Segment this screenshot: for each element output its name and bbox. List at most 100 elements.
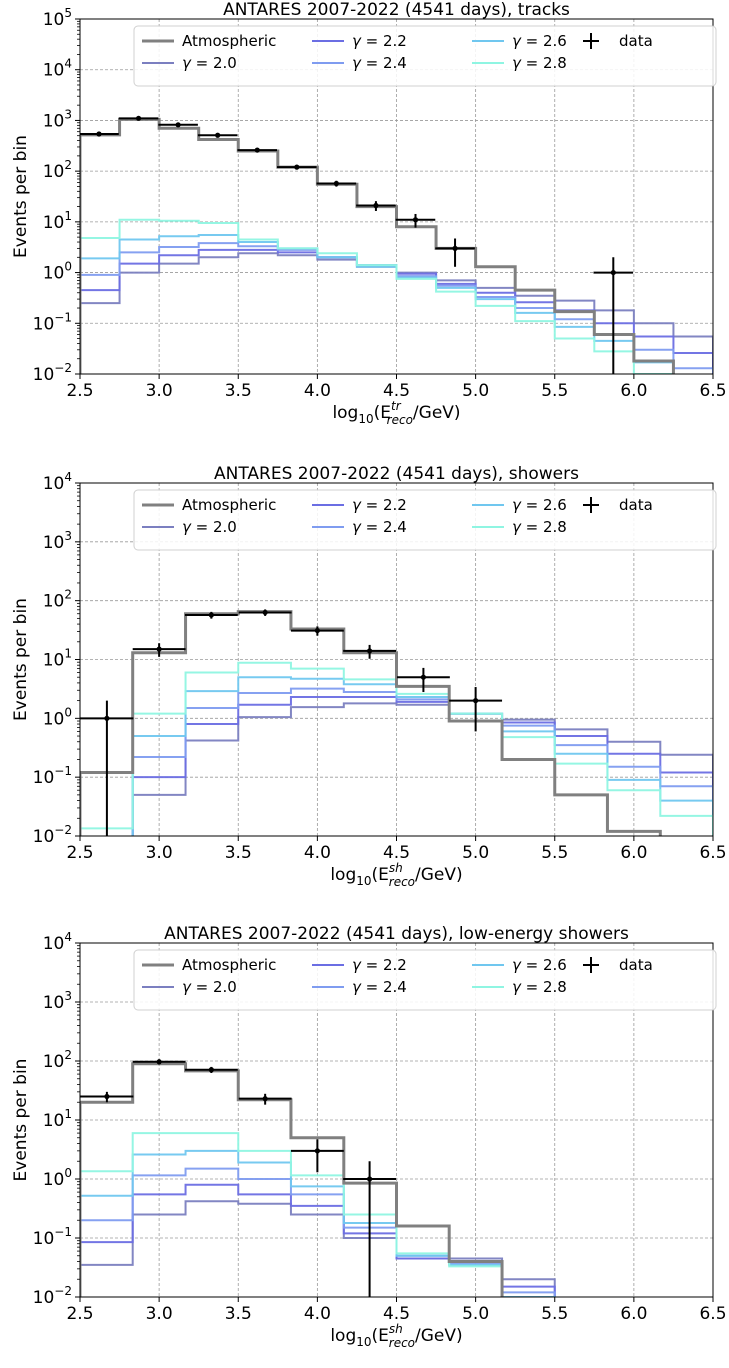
data-marker: [96, 131, 102, 137]
legend-box: [133, 949, 717, 1011]
legend-label: γ = 2.4: [352, 518, 407, 536]
x-axis: 2.5 3.0 3.5 4.0 4.5 5.0 5.5 6.0 6.5: [66, 374, 727, 401]
x-tick-label: 4.0: [304, 843, 331, 863]
showers-panel: 2.5 3.0 3.5 4.0 4.5 5.0 5.5 6.0 6.5 10−2 10−1 100 10…: [0, 460, 729, 908]
data-marker: [208, 612, 214, 618]
y-tick-label: 10−1: [33, 1225, 72, 1249]
legend-item-atmospheric: Atmospheric: [142, 956, 276, 974]
x-tick-label: 3.5: [225, 843, 252, 863]
chart-title: ANTARES 2007-2022 (4541 days), showers: [214, 464, 579, 484]
series--2-4: [80, 1167, 556, 1297]
y-tick-label: 10−2: [33, 823, 72, 847]
legend-label: data: [619, 496, 653, 514]
x-tick-label: 5.0: [462, 1304, 489, 1324]
y-tick-label: 105: [43, 6, 72, 30]
y-tick-label: 104: [43, 930, 72, 954]
data-marker: [473, 698, 479, 704]
series-atmospheric: [80, 610, 662, 836]
legend-label: Atmospheric: [182, 956, 276, 974]
data-point: [449, 687, 503, 732]
x-tick-label: 4.5: [383, 843, 410, 863]
legend-label: Atmospheric: [182, 496, 276, 514]
legend: Atmospheric γ = 2.0 γ = 2.2 γ = 2.4 γ = 2.6 γ…: [133, 25, 717, 87]
x-tick-label: 6.0: [620, 843, 647, 863]
y-tick-label: 102: [43, 1048, 72, 1072]
data-marker: [208, 1067, 214, 1073]
data-marker: [420, 674, 427, 680]
legend-label: γ = 2.2: [352, 496, 407, 514]
legend-label: γ = 2.6: [512, 956, 567, 974]
y-axis-label: Events per bin: [11, 598, 31, 721]
data-point: [184, 1066, 238, 1074]
y-tick-label: 104: [43, 57, 72, 81]
legend-item-g20: γ = 2.0: [142, 54, 237, 72]
chart-title: ANTARES 2007-2022 (4541 days), tracks: [223, 0, 570, 20]
y-tick-label: 10−1: [33, 310, 72, 334]
x-tick-label: 4.5: [383, 381, 410, 401]
legend-box: [133, 25, 717, 87]
data-marker: [104, 1093, 110, 1100]
legend-label: Atmospheric: [182, 32, 276, 50]
data-marker: [373, 202, 379, 209]
x-tick-label: 4.0: [304, 1304, 331, 1324]
data-marker: [156, 646, 162, 652]
legend-item-g28: γ = 2.8: [472, 518, 567, 536]
data-marker: [262, 1096, 268, 1102]
legend-item-g20: γ = 2.0: [142, 518, 237, 536]
legend-label: γ = 2.6: [512, 496, 567, 514]
y-tick-label: 102: [43, 158, 72, 182]
plot-area: [80, 1059, 556, 1297]
legend-label: γ = 2.0: [182, 54, 237, 72]
showers-chart: 2.5 3.0 3.5 4.0 4.5 5.0 5.5 6.0 6.510−210−110010…: [11, 464, 727, 889]
x-tick-label: 4.5: [383, 1304, 410, 1324]
x-tick-label: 3.5: [225, 381, 252, 401]
legend: Atmospheric γ = 2.0 γ = 2.2 γ = 2.4 γ = 2.6 γ…: [133, 489, 717, 551]
series-atmospheric: [80, 1062, 504, 1297]
legend-item-g28: γ = 2.8: [472, 978, 567, 996]
x-tick-label: 3.0: [146, 381, 173, 401]
x-tick-label: 5.5: [541, 843, 568, 863]
legend-item-g28: γ = 2.8: [472, 54, 567, 72]
x-tick-label: 3.0: [146, 1304, 173, 1324]
data-marker: [333, 180, 339, 187]
data-point: [238, 1093, 292, 1105]
y-axis: 10−2 10−1 100 101 102 103 104: [33, 930, 80, 1308]
y-axis-label: Events per bin: [11, 135, 31, 258]
legend-item-g26: γ = 2.6: [472, 956, 567, 974]
y-axis-label: Events per bin: [11, 1059, 31, 1182]
data-point: [197, 132, 238, 138]
data-marker: [254, 147, 260, 153]
legend-item-atmospheric: Atmospheric: [142, 32, 276, 50]
legend-item-data: data: [583, 956, 653, 974]
data-marker: [314, 627, 320, 634]
data-marker: [215, 132, 221, 138]
x-tick-label: 6.0: [620, 1304, 647, 1324]
x-tick-label: 5.0: [462, 843, 489, 863]
x-tick-label: 6.5: [699, 843, 726, 863]
legend-label: γ = 2.4: [352, 978, 407, 996]
data-point: [343, 644, 397, 659]
data-point: [593, 257, 634, 374]
legend-label: γ = 2.6: [512, 32, 567, 50]
legend-item-g24: γ = 2.4: [312, 518, 407, 536]
legend-item-atmospheric: Atmospheric: [142, 496, 276, 514]
legend-item-g22: γ = 2.2: [312, 956, 407, 974]
legend-box: [133, 489, 717, 551]
data-point: [316, 180, 357, 187]
legend-label: γ = 2.8: [512, 978, 567, 996]
data-point: [132, 643, 186, 657]
y-tick-label: 101: [43, 209, 72, 233]
legend-label: γ = 2.8: [512, 518, 567, 536]
legend-item-g22: γ = 2.2: [312, 496, 407, 514]
plot-area: [80, 609, 713, 836]
x-tick-label: 6.5: [699, 381, 726, 401]
data-marker: [366, 648, 373, 654]
data-point: [184, 611, 238, 619]
data-marker: [294, 164, 300, 170]
chart-title: ANTARES 2007-2022 (4541 days), low-energ…: [164, 924, 629, 944]
x-axis-label: log10(Etr reco/GeV): [332, 399, 460, 427]
data-marker: [156, 1059, 162, 1065]
x-axis: 2.5 3.0 3.5 4.0 4.5 5.0 5.5 6.0 6.5: [66, 1297, 727, 1324]
legend-item-g24: γ = 2.4: [312, 978, 407, 996]
